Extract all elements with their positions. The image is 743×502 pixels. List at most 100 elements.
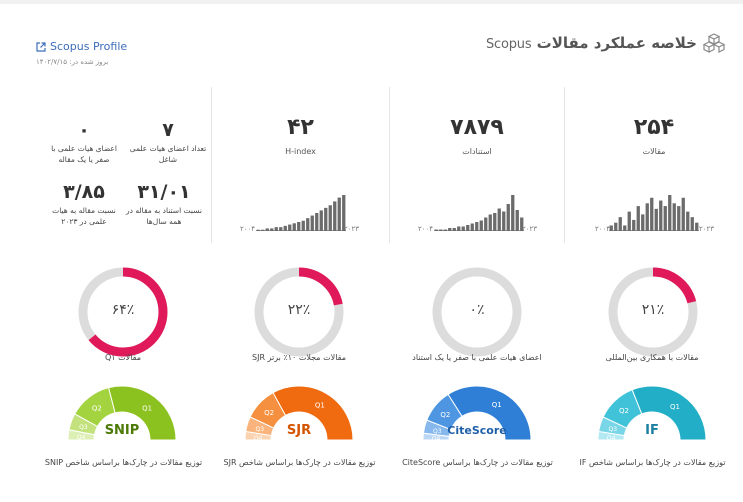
- spark-bar: [695, 222, 699, 231]
- gauge-quartile-label: Q2: [264, 409, 274, 417]
- gauge-segment-q2: [74, 387, 116, 428]
- spark-bar: [328, 205, 332, 231]
- hindex-sparkline: [256, 195, 346, 231]
- gauge-segment-q3: [68, 413, 99, 436]
- spark-bar: [434, 229, 438, 231]
- spark-bar: [461, 226, 465, 231]
- gauge-segment-q2: [426, 393, 463, 431]
- spark-bar: [452, 228, 456, 231]
- gauge-segment-q3: [245, 416, 275, 437]
- gauge-quartile-label: Q2: [619, 407, 629, 415]
- spark-bar: [654, 208, 658, 231]
- mini-label: نسبت مقاله به هیات علمی در ۲۰۲۳: [52, 206, 116, 227]
- mini-stat: ۳۱/۰۱ نسبت استناد به مقاله در همه سال‌ها: [124, 181, 204, 228]
- mini-label: اعضای هیات علمی با صفر یا یک مقاله: [51, 144, 117, 165]
- scopus-profile-label[interactable]: Scopus Profile: [50, 40, 128, 53]
- spark-bar: [292, 223, 296, 231]
- gauge-chart: Q1 Q2 Q3 Q4 IF: [597, 385, 707, 442]
- title-fa: خلاصه عملکرد مقالات: [536, 34, 698, 52]
- stat-value: ۷۸۷۹: [450, 115, 504, 140]
- spark-bar: [319, 210, 323, 231]
- spark-bar: [627, 211, 631, 231]
- articles-sparkline: [609, 195, 699, 231]
- spark-bar: [502, 211, 506, 231]
- spark-bar: [488, 214, 492, 231]
- gauge-name: IF: [645, 423, 659, 438]
- gauge-segment-q1: [447, 385, 532, 441]
- axis-end: ۲۰۲۳: [344, 225, 360, 233]
- stat-label: مقالات: [642, 147, 666, 156]
- spark-bar: [337, 197, 341, 231]
- ring-percent: ۶۴٪: [111, 302, 135, 318]
- gauge-segment-q3: [422, 419, 452, 438]
- gauge-quartile-label: Q3: [609, 426, 618, 433]
- ring-sjr: ۲۲٪: [253, 266, 345, 358]
- mini-label: نسبت استناد به مقاله در همه سال‌ها: [126, 206, 202, 227]
- gauge-segment-q4: [597, 430, 625, 441]
- external-link-icon: [36, 41, 46, 52]
- spark-bar: [645, 203, 649, 231]
- gauge-quartile-label: Q4: [77, 434, 86, 441]
- stat-articles: ۲۵۴ مقالات ۲۰۰۴ ۲۰۲۳: [564, 87, 743, 243]
- spark-bar: [466, 225, 470, 231]
- spark-bar: [690, 217, 694, 231]
- axis-start: ۲۰۰۴: [240, 225, 256, 233]
- spark-bar: [439, 229, 443, 231]
- updated-date: بروز شده در: ۱۴۰۲/۷/۱۵: [36, 58, 109, 66]
- stat-value: ۲۵۴: [633, 115, 675, 140]
- gauge-snip: Q1 Q2 Q3 Q4 SNIP: [66, 380, 178, 442]
- gauge-segment-q2: [249, 392, 287, 429]
- spark-bar: [668, 195, 672, 231]
- ring-percent: ۲۲٪: [287, 302, 311, 318]
- gauge-label: توزیع مقالات در چارک‌ها براساس شاخص SNIP: [44, 458, 203, 467]
- ring-label: مقالات Q۱: [105, 353, 141, 362]
- spark-bar: [265, 228, 269, 231]
- spark-bar: [297, 222, 301, 231]
- spark-bar: [270, 228, 274, 231]
- gauge-chart: Q1 Q2 Q3 Q4 SNIP: [67, 385, 177, 441]
- spark-bar: [672, 203, 676, 231]
- spark-bar: [448, 228, 452, 231]
- stat-citations: ۷۸۷۹ استنادات ۲۰۰۴ ۲۰۲۳: [389, 87, 564, 243]
- spark-bar: [618, 217, 622, 231]
- spark-bar: [497, 208, 501, 231]
- mini-value: ۳۱/۰۱: [137, 181, 191, 203]
- spark-bar: [261, 229, 265, 231]
- mini-stat: ۰ اعضای هیات علمی با صفر یا یک مقاله: [44, 119, 124, 166]
- mini-value: ۳/۸۵: [63, 181, 105, 203]
- gauge-quartile-label: Q1: [670, 403, 680, 411]
- spark-bar: [342, 195, 346, 231]
- gauge-label: توزیع مقالات در چارک‌ها براساس شاخص IF: [579, 458, 726, 467]
- gauge-quartile-label: Q4: [607, 435, 616, 442]
- spark-bar: [681, 197, 685, 231]
- mini-value: ۰: [78, 119, 90, 141]
- axis-start: ۲۰۰۴: [418, 225, 434, 233]
- ring-label: مقالات با همکاری بین‌المللی: [605, 353, 699, 362]
- spark-bar: [256, 229, 260, 231]
- spark-bar: [641, 214, 645, 231]
- scopus-profile-link[interactable]: Scopus Profile: [36, 40, 127, 53]
- mini-label: تعداد اعضای هیات علمی شاغل: [129, 144, 207, 165]
- ring-q1: ۶۴٪: [77, 266, 169, 358]
- spark-bar: [324, 207, 328, 231]
- spark-bar: [443, 229, 447, 231]
- stat-hindex: ۴۲ H-index ۲۰۰۴ ۲۰۲۳: [211, 87, 389, 243]
- spark-bar: [686, 211, 690, 231]
- spark-bar: [614, 222, 618, 231]
- stat-value: ۴۲: [287, 115, 314, 140]
- ring-chart: [608, 267, 698, 357]
- ring-intl: ۲۱٪: [607, 266, 699, 358]
- citations-sparkline: [434, 195, 524, 231]
- spark-bar: [484, 217, 488, 231]
- spark-bar: [283, 225, 287, 231]
- spark-bar: [659, 200, 663, 231]
- gauge-quartile-label: Q2: [92, 405, 102, 413]
- faculty-stats: ۷ تعداد اعضای هیات علمی شاغل ۰ اعضای هیا…: [36, 87, 211, 243]
- gauge-quartile-label: Q4: [254, 435, 263, 442]
- ring-progress: [254, 267, 344, 357]
- spark-bar: [609, 225, 613, 231]
- gauge-segment-q1: [107, 385, 177, 441]
- spark-bar: [306, 218, 310, 231]
- gauge-quartile-label: Q3: [256, 426, 265, 433]
